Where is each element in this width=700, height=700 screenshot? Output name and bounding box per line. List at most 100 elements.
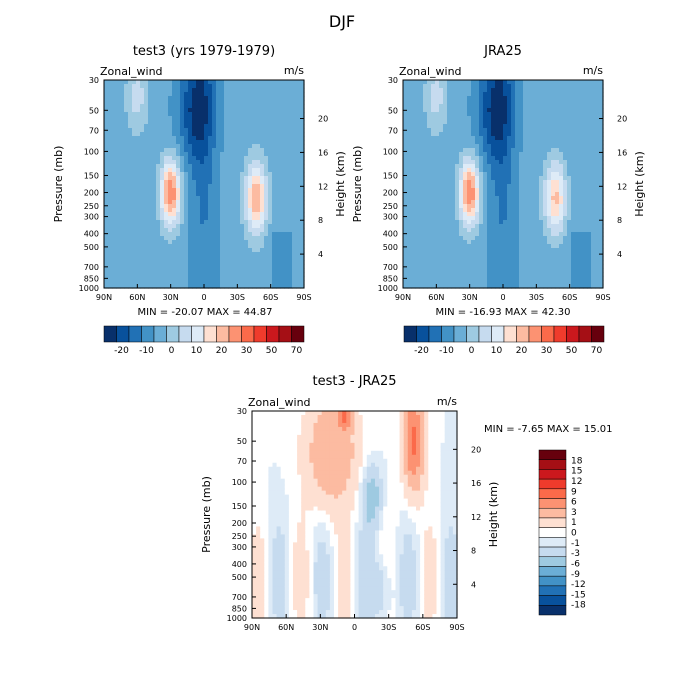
field-cell xyxy=(471,236,476,241)
field-cell xyxy=(455,192,460,197)
field-cell xyxy=(423,224,428,229)
field-cell xyxy=(411,136,416,141)
field-cell xyxy=(407,264,412,269)
field-cell xyxy=(451,208,456,213)
panels-layer: test3 (yrs 1979-1979)Zonal_wind m/s305070… xyxy=(52,44,646,632)
field-cell xyxy=(120,216,125,221)
field-cell xyxy=(499,252,504,257)
field-cell xyxy=(108,228,113,233)
field-cell xyxy=(132,156,137,161)
field-cell xyxy=(479,184,484,189)
field-cell xyxy=(168,124,173,129)
field-cell xyxy=(519,176,524,181)
field-cell xyxy=(160,116,165,121)
field-cell xyxy=(204,232,209,237)
field-cell xyxy=(120,212,125,217)
field-cell xyxy=(208,124,213,129)
field-cell xyxy=(240,280,245,285)
field-cell xyxy=(411,220,416,225)
field-cell xyxy=(216,208,221,213)
field-cell xyxy=(467,156,472,161)
field-cell xyxy=(403,188,408,193)
field-cell xyxy=(188,248,193,253)
field-cell xyxy=(535,272,540,277)
field-cell xyxy=(575,200,580,205)
field-cell xyxy=(507,128,512,133)
field-cell xyxy=(192,144,197,149)
field-cell xyxy=(156,92,161,97)
field-cell xyxy=(148,216,153,221)
field-cell xyxy=(116,208,121,213)
field-cell xyxy=(427,256,432,261)
field-cell xyxy=(228,192,233,197)
field-cell xyxy=(248,80,253,85)
field-cell xyxy=(264,264,269,269)
field-cell xyxy=(523,236,528,241)
field-cell xyxy=(276,172,281,177)
field-cell xyxy=(236,192,241,197)
field-cell xyxy=(144,120,149,125)
field-cell xyxy=(196,152,201,157)
field-cell xyxy=(192,172,197,177)
field-cell xyxy=(168,236,173,241)
field-cell xyxy=(419,92,424,97)
field-cell xyxy=(104,172,109,177)
field-cell xyxy=(467,260,472,265)
field-cell xyxy=(228,116,233,121)
field-cell xyxy=(212,180,217,185)
field-cell xyxy=(443,172,448,177)
field-cell xyxy=(575,212,580,217)
field-cell xyxy=(487,80,492,85)
field-cell xyxy=(407,216,412,221)
field-cell xyxy=(148,276,153,281)
field-cell xyxy=(443,132,448,137)
field-cell xyxy=(531,172,536,177)
field-cell xyxy=(467,232,472,237)
field-cell xyxy=(511,252,516,257)
field-cell xyxy=(292,280,297,285)
field-cell xyxy=(459,260,464,265)
field-cell xyxy=(447,104,452,109)
field-cell xyxy=(523,216,528,221)
field-cell xyxy=(176,164,181,169)
field-cell xyxy=(439,204,444,209)
field-cell xyxy=(236,180,241,185)
field-cell xyxy=(280,208,285,213)
field-cell xyxy=(419,272,424,277)
field-cell xyxy=(503,240,508,245)
field-cell xyxy=(228,168,233,173)
field-cell xyxy=(224,188,229,193)
field-cell xyxy=(148,236,153,241)
field-cell xyxy=(443,104,448,109)
field-cell xyxy=(268,196,273,201)
field-cell xyxy=(260,80,265,85)
field-cell xyxy=(300,92,305,97)
field-cell xyxy=(284,168,289,173)
field-cell xyxy=(180,148,185,153)
field-cell xyxy=(411,248,416,253)
field-cell xyxy=(411,240,416,245)
field-cell xyxy=(112,188,117,193)
field-cell xyxy=(260,280,265,285)
field-cell xyxy=(244,112,249,117)
field-cell xyxy=(487,128,492,133)
field-cell xyxy=(423,136,428,141)
field-cell xyxy=(491,172,496,177)
field-cell xyxy=(575,160,580,165)
field-cell xyxy=(156,284,161,289)
field-cell xyxy=(491,84,496,89)
field-cell xyxy=(116,216,121,221)
field-cell xyxy=(156,108,161,113)
field-cell xyxy=(236,208,241,213)
field-cell xyxy=(511,272,516,277)
field-cell xyxy=(216,144,221,149)
field-cell xyxy=(443,228,448,233)
field-cell xyxy=(260,140,265,145)
field-cell xyxy=(443,280,448,285)
field-cell xyxy=(499,272,504,277)
field-cell xyxy=(547,240,552,245)
field-cell xyxy=(128,104,133,109)
field-cell xyxy=(160,212,165,217)
field-cell xyxy=(559,96,564,101)
field-cell xyxy=(463,272,468,277)
